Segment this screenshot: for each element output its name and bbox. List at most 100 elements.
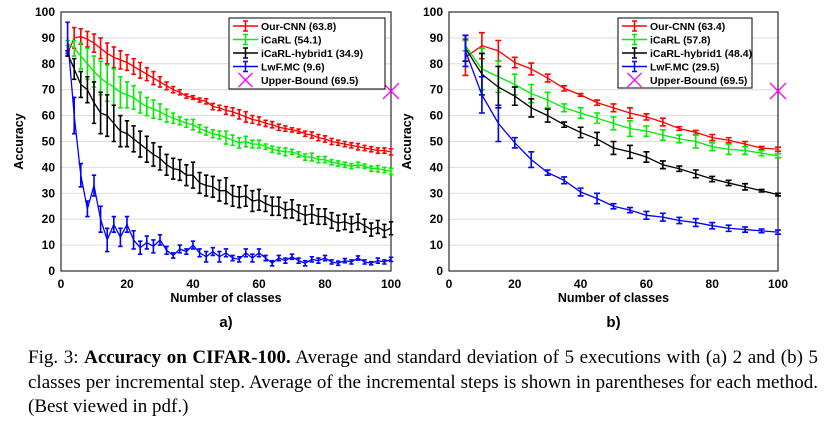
error-bar <box>111 68 116 107</box>
error-bar <box>382 166 387 174</box>
error-bar <box>263 143 268 151</box>
error-bar <box>78 70 83 99</box>
error-bar <box>303 205 308 226</box>
error-bar <box>276 123 281 132</box>
y-tick-label: 20 <box>42 212 56 226</box>
error-bar <box>276 196 281 217</box>
error-bar <box>98 91 103 135</box>
error-bar <box>223 130 229 145</box>
legend-swatch <box>233 47 258 59</box>
series-line <box>464 50 779 233</box>
legend-item: LwF.MC (9.6) <box>233 60 325 74</box>
caption-title: Accuracy on CIFAR-100. <box>84 347 291 368</box>
error-bar <box>276 146 281 155</box>
error-bar <box>78 162 83 188</box>
legend-item: iCaRL (57.8) <box>622 33 711 47</box>
error-bar <box>725 136 732 144</box>
error-bar <box>237 255 242 263</box>
error-bar <box>270 259 275 267</box>
x-tick-label: 20 <box>120 277 134 291</box>
error-bar <box>561 121 568 129</box>
error-bar <box>709 175 716 183</box>
error-bar <box>296 128 301 135</box>
error-bar <box>610 103 617 113</box>
x-tick-label: 100 <box>381 277 401 291</box>
error-bar <box>256 139 262 149</box>
error-bar <box>610 202 617 210</box>
error-bar <box>709 133 716 142</box>
error-bar <box>204 174 209 197</box>
x-tick-label: 100 <box>768 277 788 291</box>
error-bar <box>577 187 584 197</box>
error-bar <box>72 57 77 81</box>
error-bar <box>296 151 301 158</box>
error-bar <box>171 112 176 125</box>
plot-frame <box>448 11 779 272</box>
error-bar <box>349 141 354 149</box>
chart-panel-a: 0 10 20 30 40 50 60 70 80 90 100 0 20 40 60 80 100 Number… <box>12 5 401 331</box>
error-bar <box>577 126 584 139</box>
error-bar <box>742 226 749 233</box>
error-bar <box>309 204 314 224</box>
y-tick-label: 30 <box>430 186 444 200</box>
error-bar <box>692 169 699 179</box>
x-tick-label: 80 <box>318 277 332 291</box>
series-line <box>464 45 779 157</box>
error-bar <box>342 257 347 264</box>
error-bar <box>758 228 765 234</box>
error-bar <box>289 253 295 261</box>
error-bar <box>322 254 328 262</box>
legend-swatch <box>622 47 647 59</box>
figure-caption: Fig. 3: Accuracy on CIFAR-100. Average a… <box>28 346 818 420</box>
error-bar <box>184 93 189 100</box>
error-bar <box>124 119 130 148</box>
error-bar <box>303 130 308 138</box>
error-bar <box>250 189 255 213</box>
error-bar <box>138 240 143 255</box>
error-bar <box>276 254 281 262</box>
error-bar <box>577 107 584 119</box>
error-bar <box>355 255 361 261</box>
error-bar <box>190 94 196 101</box>
error-bar <box>270 196 275 217</box>
error-bar <box>177 244 182 254</box>
legend-item: Our-CNN (63.8) <box>233 20 336 33</box>
error-bar <box>362 259 367 265</box>
error-bar <box>316 257 321 265</box>
error-bar <box>375 219 380 235</box>
error-bar <box>462 34 469 68</box>
error-bar <box>144 96 149 117</box>
error-bar <box>263 195 268 213</box>
legend-label: LwF.MC (29.5) <box>650 62 719 74</box>
panel-label: a) <box>219 314 232 331</box>
error-bar <box>709 221 716 230</box>
error-bar <box>594 99 601 107</box>
error-bar <box>369 145 374 153</box>
error-bar <box>283 257 288 265</box>
error-bar <box>164 81 169 91</box>
error-bar <box>124 215 130 233</box>
error-bar <box>118 227 123 248</box>
error-bar <box>594 131 601 147</box>
error-bar <box>85 75 90 104</box>
error-bar <box>725 143 732 156</box>
error-bar <box>164 245 169 255</box>
error-bar <box>329 158 334 166</box>
error-bar <box>151 70 156 86</box>
error-bar <box>131 57 136 75</box>
y-tick-label: 70 <box>42 83 56 97</box>
error-bar <box>303 259 308 267</box>
legend-item: iCaRL-hybrid1 (34.9) <box>233 47 363 60</box>
error-bar <box>283 201 288 219</box>
error-bar <box>375 147 380 154</box>
plot-frame <box>60 11 392 272</box>
error-bar <box>322 155 328 164</box>
series-lwfmc <box>462 34 781 236</box>
error-bar <box>85 200 90 218</box>
error-bar <box>511 56 518 69</box>
error-bar <box>237 186 242 209</box>
error-bar <box>289 148 295 156</box>
legend-label: iCaRL (57.8) <box>650 35 711 47</box>
error-bar <box>243 110 248 123</box>
error-bar <box>382 147 387 154</box>
